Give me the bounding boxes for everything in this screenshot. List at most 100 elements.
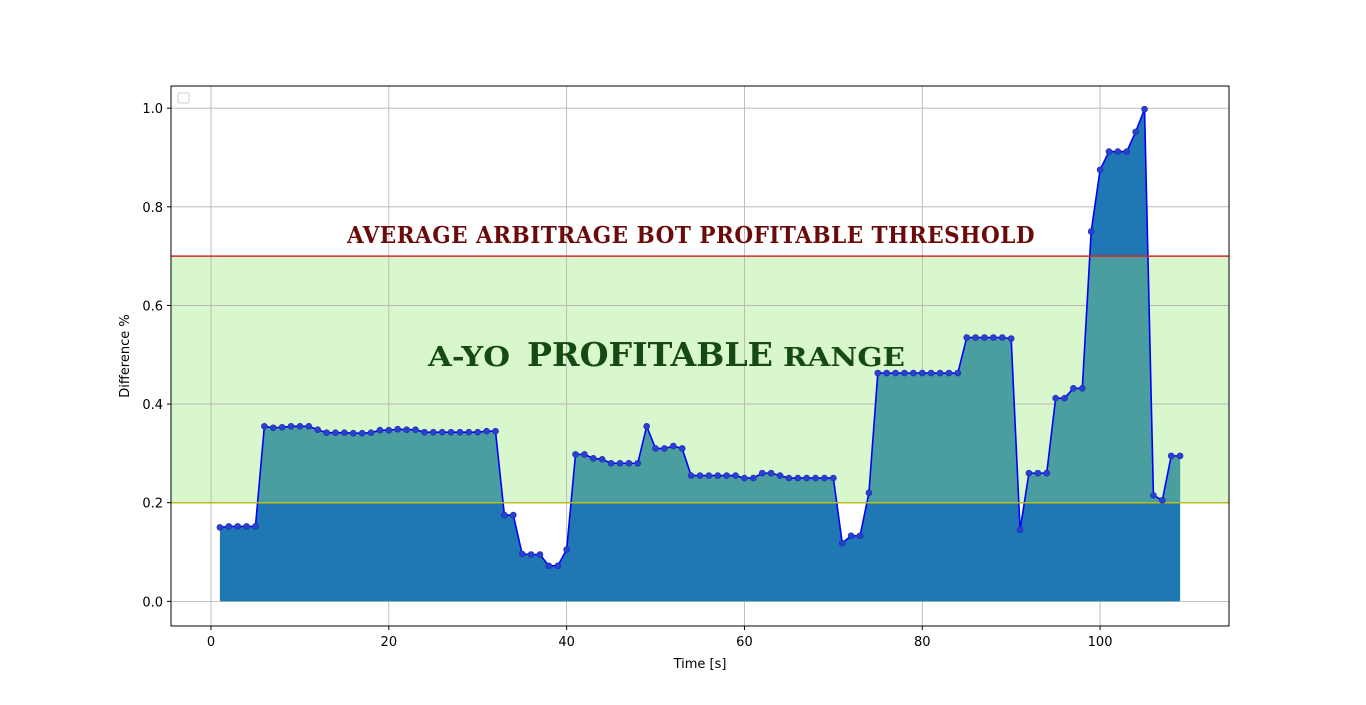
plot-frame: [170, 85, 1230, 627]
data-point: [421, 428, 428, 436]
data-point: [687, 472, 695, 479]
data-point: [892, 369, 899, 377]
data-point: [1061, 394, 1068, 402]
data-point: [1105, 148, 1113, 155]
legend-box: [177, 92, 190, 104]
data-point: [936, 369, 944, 377]
data-point: [1087, 228, 1095, 235]
data-point: [918, 369, 926, 377]
data-point: [1070, 385, 1077, 392]
data-point: [376, 426, 384, 434]
data-point: [492, 427, 499, 435]
data-point: [403, 426, 410, 434]
y-axis-title: Difference %: [118, 314, 133, 398]
data-point: [1132, 128, 1139, 136]
data-point: [1007, 335, 1015, 342]
range-annotation-part3: RANGE: [783, 343, 905, 373]
data-point: [269, 424, 277, 432]
data-point: [678, 445, 686, 452]
data-point: [554, 562, 562, 570]
data-point: [349, 429, 357, 437]
data-point: [1025, 469, 1033, 477]
data-point: [803, 474, 810, 482]
data-point: [1141, 105, 1148, 113]
data-point: [856, 532, 864, 540]
data-point: [1052, 394, 1059, 402]
y-tick-label: 0.4: [142, 398, 163, 413]
area-fill-band-overlap: [257, 256, 1181, 503]
data-point: [287, 422, 295, 430]
data-point: [527, 551, 535, 558]
data-point: [910, 369, 917, 377]
data-point: [838, 539, 846, 547]
data-point: [927, 369, 935, 377]
data-point: [305, 422, 313, 430]
data-point: [723, 472, 730, 479]
data-point: [607, 459, 615, 467]
data-point: [1016, 526, 1024, 534]
data-point: [590, 455, 597, 462]
x-tick-label: 20: [381, 635, 398, 650]
data-point: [1096, 166, 1104, 174]
data-point: [536, 551, 544, 558]
data-point: [990, 334, 997, 341]
axes: [170, 85, 1230, 627]
data-point: [901, 369, 908, 377]
data-point: [225, 523, 233, 530]
ticks: 0 20 40 60 80 100 0.0 0.2 0.4 0.6 0.8 1.0: [142, 102, 1112, 650]
data-point: [447, 428, 455, 436]
data-point: [581, 451, 588, 458]
data-point: [1034, 469, 1042, 477]
data-point: [563, 546, 570, 553]
data-point: [314, 426, 321, 434]
data-point: [1043, 469, 1051, 477]
data-point: [616, 459, 624, 467]
data-point: [661, 445, 668, 452]
y-tick-label: 1.0: [142, 102, 163, 117]
data-point: [714, 472, 722, 479]
x-tick-label: 60: [736, 635, 753, 650]
data-point: [776, 472, 784, 479]
data-point: [972, 334, 979, 341]
data-point: [865, 489, 873, 497]
data-point: [465, 428, 473, 436]
data-point: [1176, 452, 1184, 460]
x-tick-label: 0: [207, 635, 215, 650]
x-tick-label: 80: [914, 635, 931, 650]
data-point: [518, 550, 526, 558]
data-point: [847, 532, 855, 540]
data-point: [998, 334, 1006, 341]
data-point: [954, 369, 962, 377]
data-point: [963, 334, 971, 341]
data-point: [794, 474, 802, 482]
data-point: [509, 511, 517, 519]
data-point: [643, 422, 650, 430]
data-point: [758, 469, 766, 477]
data-point: [323, 429, 330, 436]
x-tick-label: 100: [1088, 635, 1113, 650]
data-point: [874, 369, 882, 377]
y-tick-label: 0.0: [142, 595, 163, 610]
data-point: [278, 423, 286, 431]
data-point: [438, 428, 446, 436]
data-point: [767, 469, 775, 477]
data-point: [1150, 492, 1157, 499]
data-point: [785, 474, 793, 482]
data-points: [216, 105, 1184, 570]
data-point: [821, 474, 828, 482]
range-annotation-part1: A-YO: [427, 342, 510, 373]
data-point: [234, 523, 241, 530]
data-point: [696, 472, 704, 479]
threshold-annotation: AVERAGE ARBITRAGE BOT PROFITABLE THRESHO…: [346, 222, 1035, 249]
data-point: [261, 422, 268, 430]
data-point: [1167, 452, 1175, 460]
data-point: [474, 428, 482, 436]
data-point: [732, 472, 739, 479]
data-point: [412, 426, 419, 434]
data-point: [830, 474, 837, 482]
data-point: [341, 429, 348, 436]
data-point: [883, 369, 891, 377]
data-point: [1159, 496, 1166, 504]
range-annotation-part2: PROFITABLE: [527, 335, 773, 374]
